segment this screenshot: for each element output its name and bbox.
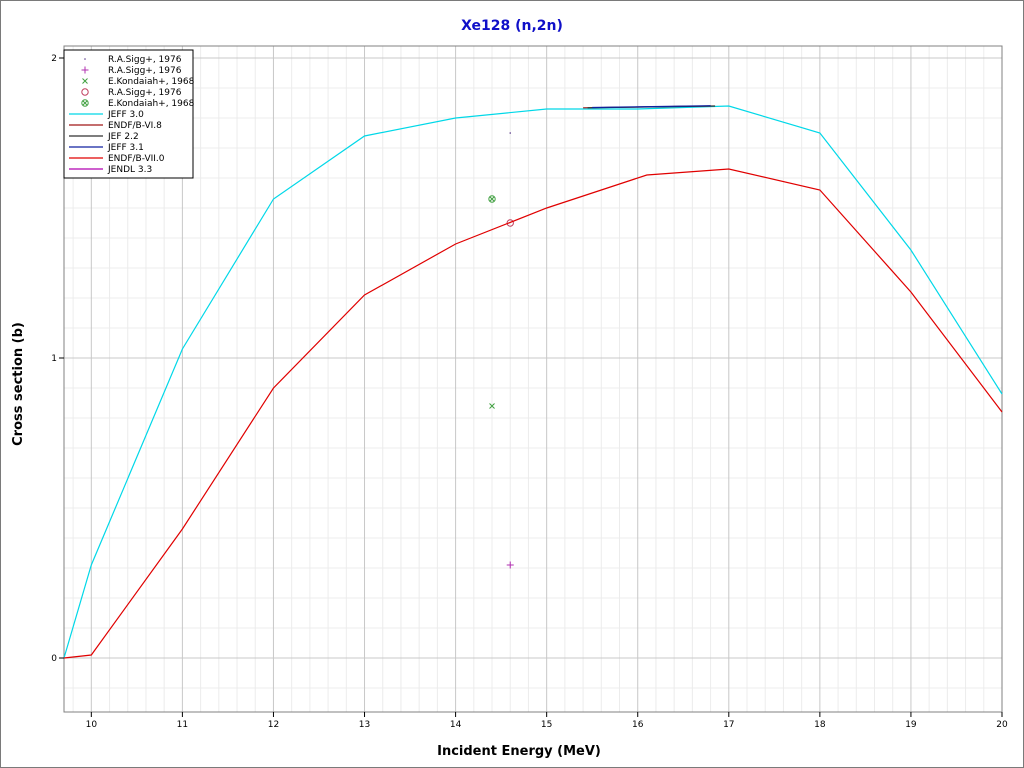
legend-label: R.A.Sigg+, 1976	[108, 55, 182, 65]
legend-item: ENDF/B-VII.0	[69, 154, 165, 164]
x-tick-label: 15	[541, 720, 552, 730]
legend-marker-swatch	[84, 58, 86, 60]
x-tick-label: 12	[268, 720, 279, 730]
legend-item: ENDF/B-VI.8	[69, 121, 162, 131]
circle-x-marker-icon	[81, 99, 89, 107]
series-0	[509, 132, 512, 134]
legend-marker-swatch	[81, 66, 89, 74]
legend-label: R.A.Sigg+, 1976	[108, 88, 182, 98]
legend-label: ENDF/B-VI.8	[108, 121, 162, 131]
circle-marker-icon	[506, 219, 514, 227]
series-9	[63, 168, 1003, 659]
data-point	[488, 195, 496, 203]
series-line	[63, 168, 1003, 659]
circle-x-cross-icon	[82, 100, 88, 106]
plus-marker-icon	[506, 561, 514, 569]
dot-marker-icon	[84, 58, 86, 60]
data-point	[506, 219, 514, 227]
legend-marker-swatch	[81, 99, 89, 107]
x-tick-label: 11	[177, 720, 188, 730]
chart-title: Xe128 (n,2n)	[461, 18, 563, 34]
x-tick-label: 18	[814, 720, 826, 730]
y-tick-label: 1	[51, 354, 57, 364]
y-axis-label: Cross section (b)	[11, 322, 26, 446]
legend-marker-swatch	[82, 78, 88, 84]
legend-label: ENDF/B-VII.0	[108, 154, 165, 164]
data-point	[509, 132, 512, 134]
legend-label: JEFF 3.1	[107, 143, 144, 153]
legend-label: JENDL 3.3	[107, 165, 152, 175]
y-tick-label: 0	[51, 654, 57, 664]
legend-item: JENDL 3.3	[69, 165, 152, 175]
legend-item: R.A.Sigg+, 1976	[81, 66, 182, 76]
legend-item: JEFF 3.0	[69, 110, 144, 120]
x-tick-label: 19	[905, 720, 917, 730]
series-8	[592, 105, 711, 109]
series-line	[592, 105, 711, 109]
legend-item: JEFF 3.1	[69, 143, 144, 153]
x-tick-label: 16	[632, 720, 644, 730]
x-tick-label: 13	[359, 720, 370, 730]
circle-marker-icon	[81, 88, 89, 96]
legend-label: E.Kondaiah+, 1968	[108, 77, 195, 87]
major-grid	[64, 46, 1003, 712]
x-tick-label: 17	[723, 720, 734, 730]
series-2	[489, 403, 495, 409]
legend-label: E.Kondaiah+, 1968	[108, 99, 195, 109]
x-tick-label: 20	[996, 720, 1008, 730]
x-tick-label: 14	[450, 720, 462, 730]
x-marker-icon	[82, 78, 88, 84]
plot-area	[63, 45, 1003, 713]
legend-label: R.A.Sigg+, 1976	[108, 66, 182, 76]
legend-item: E.Kondaiah+, 1968	[81, 99, 195, 109]
series-3	[506, 219, 514, 227]
legend-label: JEFF 3.0	[107, 110, 144, 120]
series-4	[488, 195, 496, 203]
legend-item: R.A.Sigg+, 1976	[81, 88, 182, 98]
legend-item: E.Kondaiah+, 1968	[82, 77, 195, 87]
circle-x-cross-icon	[489, 196, 495, 202]
y-tick-label: 2	[51, 54, 57, 64]
x-marker-icon	[489, 403, 495, 409]
series-5	[63, 105, 1003, 659]
legend-label: JEF 2.2	[107, 132, 139, 142]
circle-x-marker-icon	[488, 195, 496, 203]
plus-marker-icon	[81, 66, 89, 74]
legend-marker-swatch	[81, 88, 89, 96]
legend-item: JEF 2.2	[69, 132, 139, 142]
series-line	[63, 105, 1003, 659]
dot-marker-icon	[509, 132, 512, 134]
x-axis-label: Incident Energy (MeV)	[437, 744, 601, 759]
series-1	[506, 561, 514, 569]
series-layer	[63, 105, 1003, 659]
data-point	[489, 403, 495, 409]
data-point	[506, 561, 514, 569]
minor-grid	[64, 46, 1002, 712]
x-tick-label: 10	[86, 720, 98, 730]
legend-item: R.A.Sigg+, 1976	[84, 55, 182, 65]
